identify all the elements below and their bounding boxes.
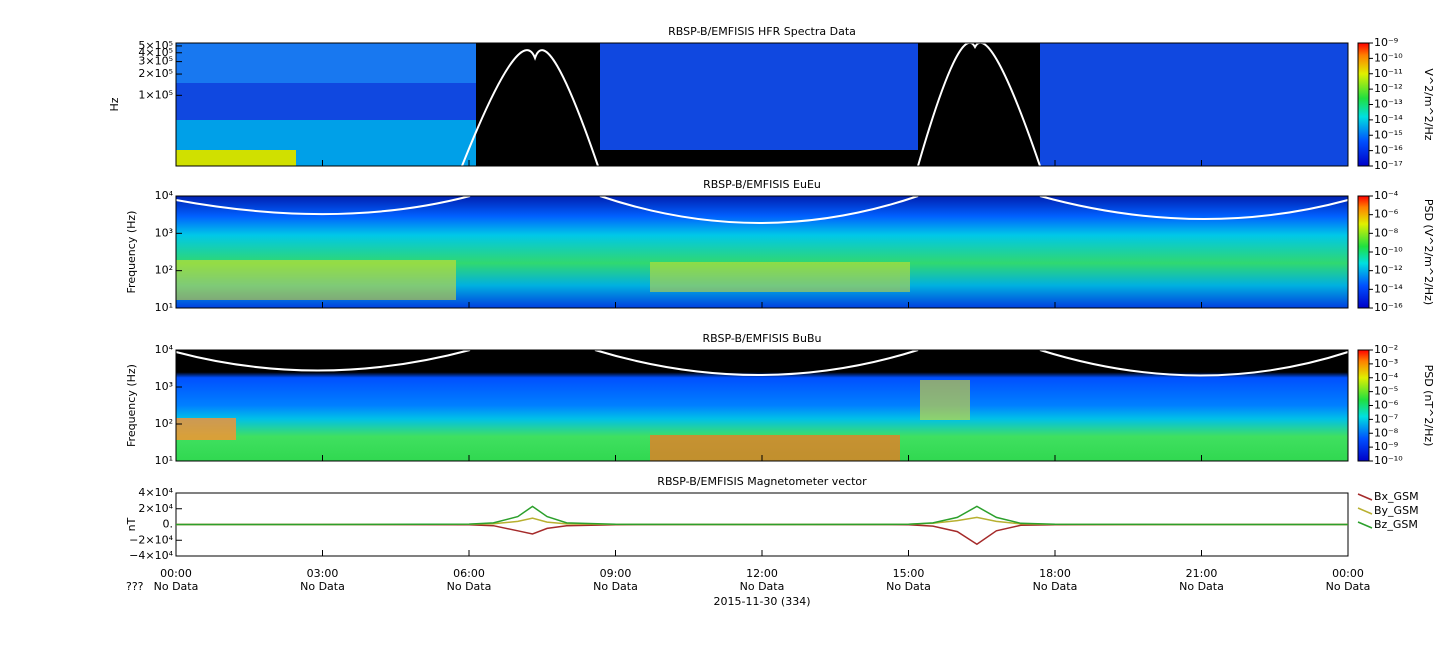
x-tick-sublabel: No Data [300, 580, 345, 593]
x-tick-label: 12:00 [746, 567, 778, 580]
colorbar-tick-label: 10⁻⁶ [1374, 399, 1399, 412]
colorbar-tick-label: 10⁻¹⁵ [1374, 128, 1403, 141]
colorbar-tick-label: 10⁻¹⁷ [1374, 159, 1403, 172]
colorbar-tick-label: 10⁻¹² [1374, 82, 1403, 95]
x-axis-label: 2015-11-30 (334) [713, 595, 810, 608]
y-tick-label: 10⁴ [155, 343, 174, 356]
colorbar-tick-label: 10⁻⁷ [1374, 412, 1398, 425]
colorbar-tick-label: 10⁻¹⁰ [1374, 454, 1403, 467]
panel-title: RBSP-B/EMFISIS EuEu [703, 178, 821, 191]
y-axis-label: Frequency (Hz) [125, 211, 138, 294]
y-axis-label: nT [125, 517, 138, 531]
y-tick-label: 10³ [155, 226, 173, 239]
series-line [176, 516, 1348, 526]
x-tick-sublabel: No Data [1326, 580, 1371, 593]
colorbar-tick-label: 10⁻³ [1374, 357, 1398, 370]
colorbar-tick-label: 10⁻¹⁰ [1374, 51, 1403, 64]
colorbar-tick-label: 10⁻⁸ [1374, 226, 1399, 239]
colorbar-tick-label: 10⁻⁸ [1374, 426, 1399, 439]
legend-swatch [1357, 493, 1373, 501]
colorbar-tick-label: 10⁻⁶ [1374, 208, 1399, 221]
legend-label: By_GSM [1374, 504, 1419, 517]
y-tick-label: 4×10⁵ [138, 46, 173, 59]
plot-frame [175, 195, 1349, 309]
panel-title: RBSP-B/EMFISIS HFR Spectra Data [668, 25, 856, 38]
x-tick-sublabel: No Data [593, 580, 638, 593]
x-tick-sublabel: No Data [740, 580, 785, 593]
colorbar-tick-label: 10⁻¹¹ [1374, 67, 1403, 80]
colorbar-label: PSD (V^2/m^2/Hz) [1422, 199, 1435, 305]
series-line [176, 523, 1348, 546]
y-tick-label: 0. [163, 518, 174, 531]
x-tick-label: 09:00 [600, 567, 632, 580]
x-tick-sublabel: No Data [154, 580, 199, 593]
x-tick-sublabel: No Data [1179, 580, 1224, 593]
colorbar-tick-label: 10⁻¹⁴ [1374, 282, 1403, 295]
y-tick-label: −4×10⁴ [129, 549, 173, 562]
colorbar-tick-label: 10⁻⁹ [1374, 36, 1398, 49]
x-tick-label: 15:00 [893, 567, 925, 580]
legend-label: Bx_GSM [1374, 490, 1419, 503]
y-tick-label: 3×10⁵ [138, 55, 173, 68]
panel-title: RBSP-B/EMFISIS BuBu [703, 332, 822, 345]
legend-swatch [1357, 521, 1373, 529]
legend-label: Bz_GSM [1374, 518, 1418, 531]
y-tick-label: 10² [155, 264, 173, 277]
colorbar-tick-label: 10⁻⁴ [1374, 189, 1399, 202]
y-axis-label: Hz [108, 97, 121, 111]
y-tick-label: 5×10⁵ [138, 39, 173, 52]
y-tick-label: 2×10⁴ [138, 502, 173, 515]
colorbar-tick-label: 10⁻¹³ [1374, 98, 1403, 111]
y-tick-label: 1×10⁵ [138, 88, 173, 101]
colorbar [1357, 349, 1370, 462]
colorbar-tick-label: 10⁻² [1374, 343, 1398, 356]
row-label: ??? [126, 580, 144, 593]
colorbar-tick-label: 10⁻¹⁶ [1374, 144, 1403, 157]
y-axis-label: Frequency (Hz) [125, 364, 138, 447]
x-tick-label: 00:00 [160, 567, 192, 580]
colorbar-tick-label: 10⁻¹² [1374, 264, 1403, 277]
colorbar-tick-label: 10⁻¹⁶ [1374, 301, 1403, 314]
x-tick-sublabel: No Data [447, 580, 492, 593]
plot-frame [175, 349, 1349, 462]
plot-frame [175, 42, 1349, 167]
panel-title: RBSP-B/EMFISIS Magnetometer vector [657, 475, 867, 488]
y-tick-label: 10¹ [155, 301, 173, 314]
colorbar [1357, 195, 1370, 309]
x-tick-label: 00:00 [1332, 567, 1364, 580]
x-tick-label: 03:00 [307, 567, 339, 580]
x-tick-sublabel: No Data [1033, 580, 1078, 593]
series-line [176, 505, 1348, 526]
colorbar-tick-label: 10⁻⁹ [1374, 440, 1398, 453]
spectrogram-art [175, 41, 1349, 461]
x-tick-label: 21:00 [1186, 567, 1218, 580]
colorbar [1357, 42, 1370, 167]
x-tick-label: 06:00 [453, 567, 485, 580]
colorbar-tick-label: 10⁻⁵ [1374, 385, 1398, 398]
colorbar-tick-label: 10⁻¹⁰ [1374, 245, 1403, 258]
colorbar-tick-label: 10⁻¹⁴ [1374, 113, 1403, 126]
y-tick-label: 2×10⁵ [138, 67, 173, 80]
legend-swatch [1357, 507, 1373, 515]
y-tick-label: 10¹ [155, 454, 173, 467]
colorbar-label: V^2/m^2/Hz [1422, 68, 1435, 140]
y-tick-label: 10⁴ [155, 189, 174, 202]
colorbar-label: PSD (nT^2/Hz) [1422, 365, 1435, 447]
y-tick-label: −2×10⁴ [129, 533, 173, 546]
y-tick-label: 4×10⁴ [138, 486, 173, 499]
x-tick-sublabel: No Data [886, 580, 931, 593]
colorbar-tick-label: 10⁻⁴ [1374, 371, 1399, 384]
x-tick-label: 18:00 [1039, 567, 1071, 580]
y-tick-label: 10³ [155, 380, 173, 393]
panels: RBSP-B/EMFISIS HFR Spectra Data 1×10⁵ 2×10… [108, 25, 1435, 608]
y-tick-label: 10² [155, 417, 173, 430]
